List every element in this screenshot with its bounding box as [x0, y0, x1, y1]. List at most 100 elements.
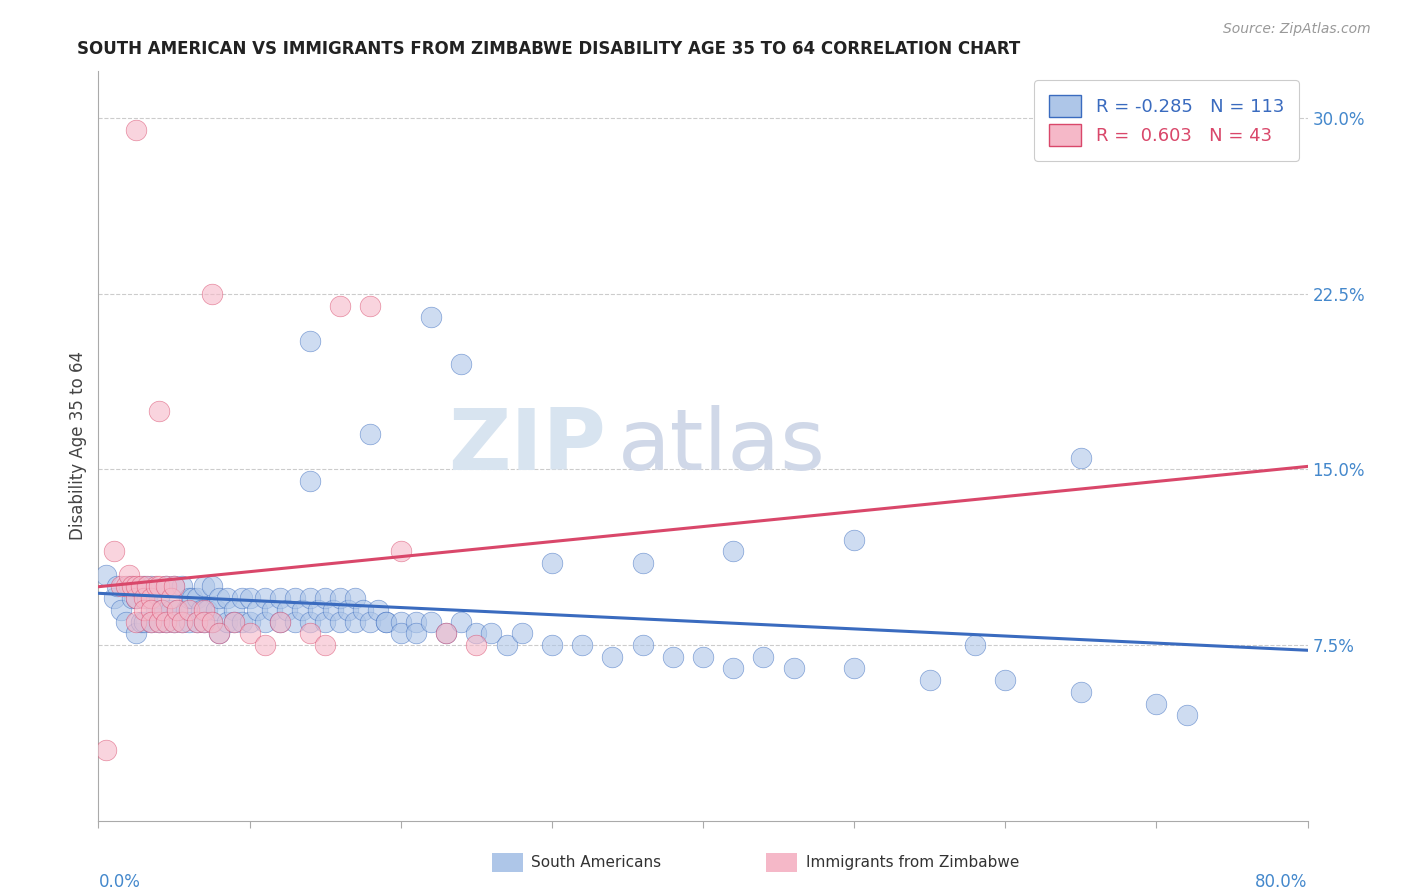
Point	[420, 310, 443, 325]
Point	[114, 580, 136, 594]
Point	[135, 580, 157, 594]
Point	[125, 626, 148, 640]
Point	[179, 603, 201, 617]
Point	[201, 286, 224, 301]
Text: Source: ZipAtlas.com: Source: ZipAtlas.com	[1223, 22, 1371, 37]
Point	[540, 556, 562, 570]
Point	[205, 603, 228, 617]
Point	[141, 603, 163, 617]
Point	[132, 580, 155, 594]
FancyBboxPatch shape	[482, 847, 533, 879]
Point	[121, 580, 143, 594]
Point	[269, 615, 291, 629]
Point	[163, 615, 186, 629]
Point	[360, 615, 382, 629]
Legend: R = -0.285   N = 113, R =  0.603   N = 43: R = -0.285 N = 113, R = 0.603 N = 43	[1035, 80, 1299, 161]
Point	[166, 603, 188, 617]
Point	[231, 591, 253, 606]
Point	[94, 567, 117, 582]
Point	[1070, 685, 1092, 699]
Point	[253, 615, 276, 629]
Point	[125, 591, 148, 606]
Point	[170, 615, 193, 629]
Point	[253, 591, 276, 606]
Point	[145, 580, 167, 594]
Point	[434, 626, 457, 640]
Point	[374, 615, 396, 629]
Point	[129, 580, 152, 594]
Point	[420, 615, 443, 629]
Point	[155, 580, 177, 594]
Point	[179, 591, 201, 606]
Point	[389, 544, 412, 558]
Point	[201, 615, 224, 629]
Point	[208, 591, 231, 606]
Point	[269, 591, 291, 606]
Point	[105, 580, 128, 594]
Point	[193, 615, 215, 629]
Point	[110, 580, 132, 594]
Point	[193, 580, 215, 594]
Point	[155, 615, 177, 629]
Point	[299, 334, 322, 348]
Point	[450, 357, 472, 371]
Point	[224, 615, 246, 629]
Point	[201, 580, 224, 594]
Point	[135, 591, 157, 606]
Point	[246, 603, 269, 617]
Text: 0.0%: 0.0%	[98, 873, 141, 891]
Point	[190, 603, 212, 617]
Point	[141, 591, 163, 606]
Point	[571, 638, 593, 652]
Point	[314, 638, 336, 652]
Point	[186, 615, 208, 629]
Point	[661, 649, 683, 664]
Text: 80.0%: 80.0%	[1256, 873, 1308, 891]
Text: Immigrants from Zimbabwe: Immigrants from Zimbabwe	[806, 855, 1019, 870]
Point	[150, 603, 173, 617]
Point	[125, 591, 148, 606]
Point	[170, 580, 193, 594]
Point	[253, 638, 276, 652]
Point	[155, 580, 177, 594]
Point	[132, 603, 155, 617]
Point	[201, 615, 224, 629]
Point	[163, 580, 186, 594]
Point	[94, 743, 117, 757]
Point	[322, 603, 344, 617]
Text: atlas: atlas	[619, 404, 827, 488]
Point	[269, 615, 291, 629]
Point	[314, 591, 336, 606]
Point	[284, 615, 307, 629]
Y-axis label: Disability Age 35 to 64: Disability Age 35 to 64	[69, 351, 87, 541]
Point	[129, 615, 152, 629]
Point	[193, 615, 215, 629]
Point	[405, 626, 427, 640]
Point	[215, 591, 238, 606]
Point	[329, 615, 352, 629]
Point	[540, 638, 562, 652]
Point	[118, 580, 141, 594]
Point	[631, 638, 654, 652]
Point	[208, 626, 231, 640]
Point	[155, 615, 177, 629]
Point	[389, 626, 412, 640]
Point	[299, 591, 322, 606]
Point	[405, 615, 427, 629]
Point	[174, 603, 197, 617]
Point	[148, 615, 170, 629]
Point	[1175, 708, 1198, 723]
Point	[181, 591, 204, 606]
Point	[994, 673, 1017, 688]
Point	[1070, 450, 1092, 465]
Point	[276, 603, 298, 617]
Point	[307, 603, 329, 617]
Point	[631, 556, 654, 570]
Point	[783, 661, 806, 675]
Point	[148, 591, 170, 606]
Point	[141, 615, 163, 629]
Point	[231, 615, 253, 629]
Point	[723, 544, 745, 558]
Point	[148, 615, 170, 629]
Point	[166, 603, 188, 617]
